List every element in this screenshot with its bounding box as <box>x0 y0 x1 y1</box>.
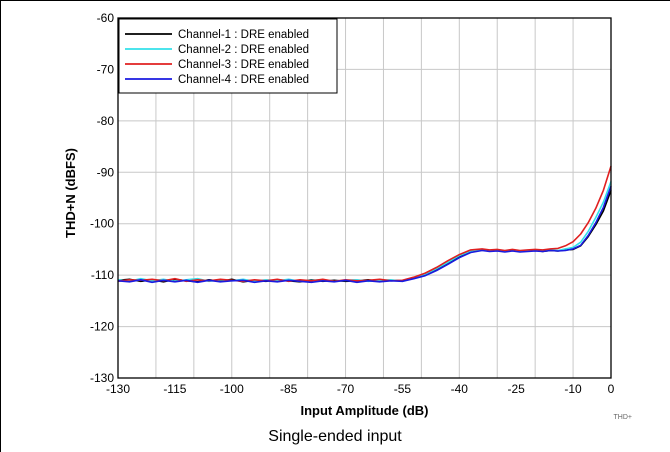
x-tick-label: -40 <box>451 382 469 396</box>
legend: Channel-1 : DRE enabled Channel-2 : DRE e… <box>118 18 338 94</box>
x-tick-label: -100 <box>220 382 244 396</box>
series-line-channel-1 <box>117 190 612 283</box>
x-tick-label: -25 <box>508 382 526 396</box>
frame-top-border <box>0 0 670 1</box>
x-axis-label: Input Amplitude (dB) <box>300 403 428 418</box>
legend-entry: Channel-2 : DRE enabled <box>178 44 309 56</box>
series-group <box>117 165 612 284</box>
y-tick-label: -80 <box>97 114 115 128</box>
x-tick-label: -10 <box>564 382 582 396</box>
x-tick-label: 0 <box>608 382 615 396</box>
y-tick-label: -120 <box>90 320 114 334</box>
legend-entry: Channel-1 : DRE enabled <box>178 29 309 41</box>
legend-entry: Channel-3 : DRE enabled <box>178 59 309 71</box>
y-tick-label: -90 <box>97 165 115 179</box>
legend-entry: Channel-4 : DRE enabled <box>178 74 309 86</box>
figure-tag: THD+ <box>614 414 632 421</box>
x-tick-label: -70 <box>337 382 355 396</box>
frame-left-border <box>0 0 1 452</box>
y-tick-label: -100 <box>90 217 114 231</box>
x-tick-label: -130 <box>106 382 130 396</box>
x-tick-label: -85 <box>280 382 298 396</box>
plot-border <box>117 17 612 379</box>
x-tick-label: -115 <box>163 382 186 396</box>
series-line-channel-4 <box>117 185 612 284</box>
y-tick-label: -70 <box>97 62 115 76</box>
legend-box <box>118 18 338 94</box>
y-axis-label: THD+N (dBFS) <box>63 148 78 238</box>
series-line-channel-2 <box>117 181 612 283</box>
y-tick-label: -60 <box>97 11 115 25</box>
y-tick-label: -130 <box>90 371 114 385</box>
figure-caption: Single-ended input <box>268 428 402 445</box>
thd-n-chart: -130 -115 -100 -85 -70 -55 -40 -25 -10 0 -60-70-8… <box>63 11 632 421</box>
x-tick-labels: -130 -115 -100 -85 -70 -55 -40 -25 -10 0 <box>106 382 615 396</box>
y-tick-label: -110 <box>91 268 114 282</box>
y-tick-labels: -60 -70 -80 -90 -100 -110 -120 -130 <box>90 11 114 385</box>
x-tick-label: -55 <box>394 382 412 396</box>
